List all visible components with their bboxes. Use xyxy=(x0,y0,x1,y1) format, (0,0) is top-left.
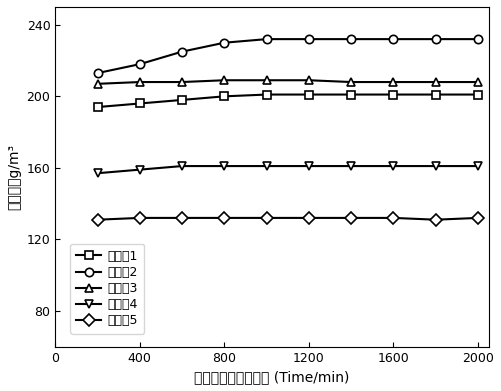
实施兣3 xyxy=(432,80,438,84)
实施兣3 xyxy=(305,78,311,83)
实施兣2 xyxy=(390,37,396,41)
实施兣1 xyxy=(305,92,311,97)
实施兣4 xyxy=(94,171,100,176)
实施兣1 xyxy=(348,92,354,97)
实施兣4 xyxy=(179,164,185,169)
实施兣2 xyxy=(136,62,142,66)
实施兣2 xyxy=(305,37,311,41)
实施兣4 xyxy=(305,164,311,169)
实施兣3 xyxy=(136,80,142,84)
实施兣4 xyxy=(390,164,396,169)
实施兣4 xyxy=(432,164,438,169)
实施兣2 xyxy=(94,71,100,75)
实施兣3 xyxy=(390,80,396,84)
X-axis label: 臭氧发生器运行时间 (Time/min): 臭氧发生器运行时间 (Time/min) xyxy=(194,370,349,384)
实施兣5 xyxy=(474,215,480,220)
实施兣3 xyxy=(474,80,480,84)
实施兣5 xyxy=(136,215,142,220)
实施兣4 xyxy=(263,164,269,169)
实施兣1 xyxy=(94,105,100,109)
实施兣5 xyxy=(179,215,185,220)
实施兣4 xyxy=(136,167,142,172)
实施兣2 xyxy=(221,40,227,45)
Line: 实施兣2: 实施兣2 xyxy=(93,35,481,77)
实施兣5 xyxy=(348,215,354,220)
Y-axis label: 臭氧浓度g/m³: 臭氧浓度g/m³ xyxy=(7,144,21,210)
实施兣5 xyxy=(432,217,438,222)
实施兣1 xyxy=(263,92,269,97)
实施兣3 xyxy=(179,80,185,84)
实施兣2 xyxy=(432,37,438,41)
实施兣1 xyxy=(390,92,396,97)
实施兣3 xyxy=(348,80,354,84)
实施兣1 xyxy=(136,101,142,106)
实施兣1 xyxy=(474,92,480,97)
实施兣5 xyxy=(221,215,227,220)
实施兣2 xyxy=(474,37,480,41)
实施兣3 xyxy=(221,78,227,83)
实施兣3 xyxy=(94,81,100,86)
实施兣1 xyxy=(221,94,227,99)
实施兣5 xyxy=(263,215,269,220)
实施兣2 xyxy=(263,37,269,41)
实施兣5 xyxy=(94,217,100,222)
实施兣3 xyxy=(263,78,269,83)
实施兣4 xyxy=(221,164,227,169)
实施兣5 xyxy=(390,215,396,220)
Line: 实施兣3: 实施兣3 xyxy=(93,76,481,88)
实施兣1 xyxy=(432,92,438,97)
实施兣2 xyxy=(348,37,354,41)
实施兣4 xyxy=(348,164,354,169)
Legend: 实施兣1, 实施兣2, 实施兣3, 实施兣4, 实施兣5: 实施兣1, 实施兣2, 实施兣3, 实施兣4, 实施兣5 xyxy=(70,244,144,334)
Line: 实施兣1: 实施兣1 xyxy=(93,90,481,111)
实施兣2 xyxy=(179,49,185,54)
Line: 实施兣5: 实施兣5 xyxy=(93,214,481,224)
实施兣5 xyxy=(305,215,311,220)
实施兣4 xyxy=(474,164,480,169)
Line: 实施兣4: 实施兣4 xyxy=(93,162,481,178)
实施兣1 xyxy=(179,98,185,102)
